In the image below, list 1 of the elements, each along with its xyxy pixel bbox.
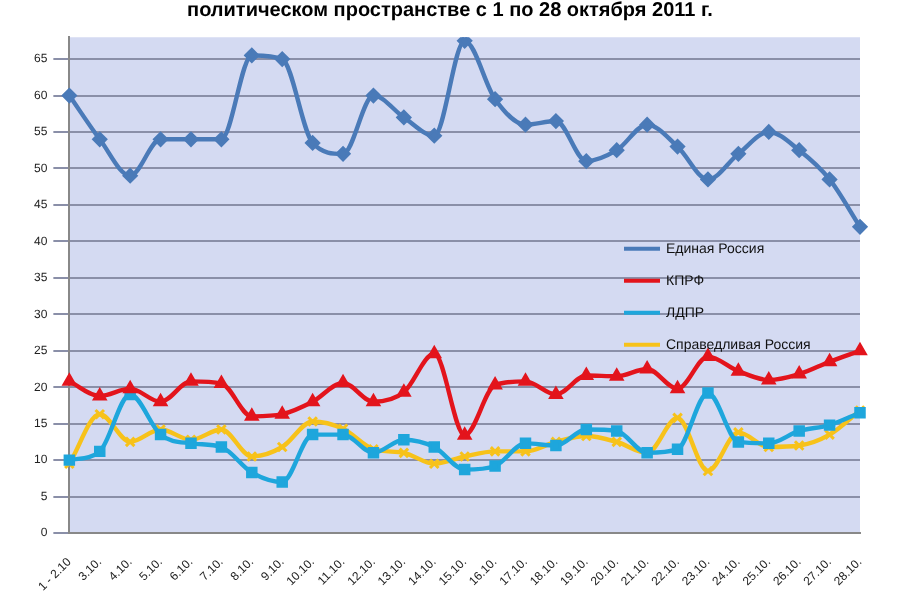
- chart-title: политическом пространстве с 1 по 28 октября 2011 г.: [185, 0, 715, 24]
